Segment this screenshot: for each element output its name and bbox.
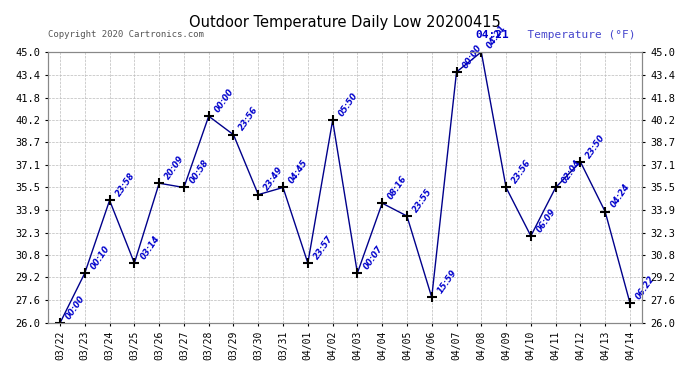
Text: 23:49: 23:49 bbox=[262, 165, 285, 192]
Text: 03:14: 03:14 bbox=[139, 234, 161, 261]
Title: Outdoor Temperature Daily Low 20200415: Outdoor Temperature Daily Low 20200415 bbox=[189, 15, 501, 30]
Text: 00:00: 00:00 bbox=[213, 87, 236, 114]
Text: Temperature (°F): Temperature (°F) bbox=[515, 30, 636, 40]
Text: 05:50: 05:50 bbox=[337, 91, 359, 118]
Text: 04:24: 04:24 bbox=[609, 182, 632, 210]
Text: 23:50: 23:50 bbox=[584, 132, 607, 160]
Text: 00:10: 00:10 bbox=[89, 244, 112, 271]
Text: 00:58: 00:58 bbox=[188, 158, 211, 185]
Text: 00:07: 00:07 bbox=[362, 244, 384, 271]
Text: 00:00: 00:00 bbox=[461, 43, 484, 70]
Text: 06:22: 06:22 bbox=[634, 274, 657, 301]
Text: 23:58: 23:58 bbox=[114, 171, 137, 198]
Text: 00:00: 00:00 bbox=[64, 294, 87, 321]
Text: 23:57: 23:57 bbox=[312, 234, 335, 261]
Text: 15:59: 15:59 bbox=[436, 268, 459, 295]
Text: 04:21: 04:21 bbox=[486, 22, 509, 50]
Text: 02:04: 02:04 bbox=[560, 158, 582, 185]
Text: 06:09: 06:09 bbox=[535, 207, 558, 234]
Text: 04:21: 04:21 bbox=[476, 30, 510, 40]
Text: Copyright 2020 Cartronics.com: Copyright 2020 Cartronics.com bbox=[48, 30, 204, 39]
Text: 23:56: 23:56 bbox=[510, 158, 533, 185]
Text: 04:45: 04:45 bbox=[287, 158, 310, 185]
Text: 23:56: 23:56 bbox=[237, 105, 260, 132]
Text: 23:55: 23:55 bbox=[411, 187, 434, 214]
Text: 08:16: 08:16 bbox=[386, 174, 409, 201]
Text: 20:09: 20:09 bbox=[164, 154, 186, 181]
